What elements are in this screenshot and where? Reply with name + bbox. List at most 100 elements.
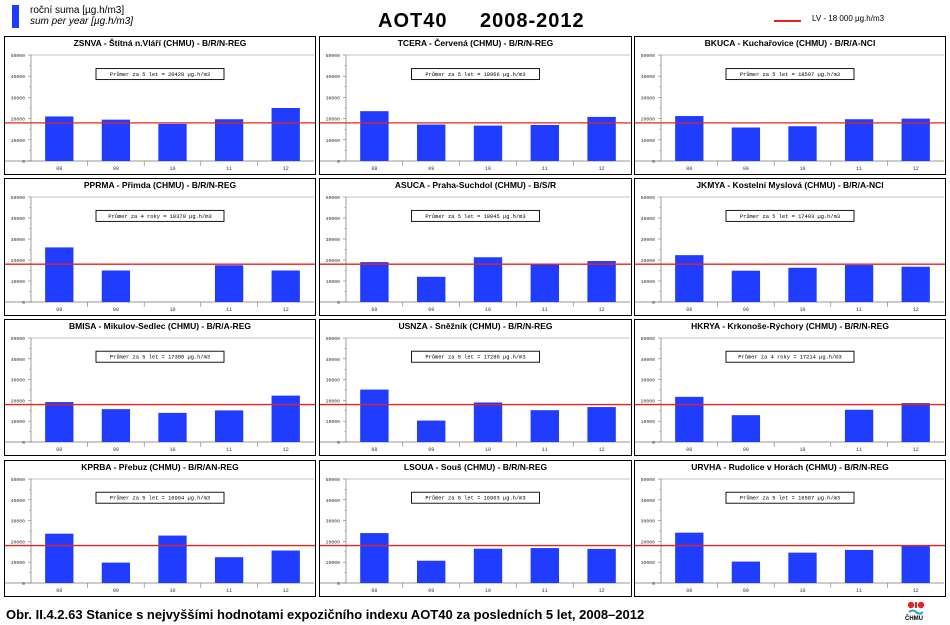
y-tick-label: 10000 bbox=[11, 138, 26, 144]
chart-title: ASUCA - Praha-Suchdol (CHMU) - B/S/R bbox=[395, 180, 556, 190]
average-box bbox=[411, 68, 540, 81]
x-tick-label: 09 bbox=[113, 588, 119, 594]
x-tick-label: 12 bbox=[283, 307, 289, 313]
y-tick-label: 10000 bbox=[641, 560, 656, 566]
x-tick-label: 11 bbox=[542, 307, 548, 313]
y-tick-label: 20000 bbox=[641, 398, 656, 404]
y-tick-label: 10000 bbox=[641, 138, 656, 144]
bar bbox=[473, 125, 503, 161]
y-tick-label: 50000 bbox=[326, 53, 341, 59]
bar bbox=[587, 116, 616, 161]
bar bbox=[45, 116, 74, 161]
y-tick-label: 0 bbox=[22, 159, 25, 165]
y-tick-label: 40000 bbox=[326, 357, 341, 363]
y-tick-label: 30000 bbox=[641, 378, 656, 384]
x-tick-label: 11 bbox=[542, 166, 548, 172]
y-tick-label: 40000 bbox=[11, 74, 26, 80]
average-box bbox=[95, 68, 225, 81]
chart-title: BMISA - Mikulov-Sedlec (CHMU) - B/R/A-RE… bbox=[69, 321, 251, 331]
legend-bar-swatch bbox=[12, 5, 19, 28]
x-tick-label: 10 bbox=[169, 588, 175, 594]
bar bbox=[788, 267, 817, 302]
bar bbox=[731, 127, 761, 161]
x-tick-label: 10 bbox=[169, 166, 175, 172]
x-tick-label: 10 bbox=[485, 447, 491, 453]
y-tick-label: 30000 bbox=[641, 237, 656, 243]
bar-chart: KPRBA - Přebuz (CHMU) - B/R/AN-REG 0 10000… bbox=[5, 462, 315, 594]
y-tick-label: 20000 bbox=[641, 539, 656, 545]
chart-panel: BMISA - Mikulov-Sedlec (CHMU) - B/R/A-RE… bbox=[4, 319, 316, 456]
x-tick-label: 09 bbox=[428, 447, 434, 453]
bar-chart: BMISA - Mikulov-Sedlec (CHMU) - B/R/A-RE… bbox=[5, 321, 315, 453]
x-tick-label: 08 bbox=[686, 588, 692, 594]
chart-title: BKUCA - Kuchařovice (CHMU) - B/R/A-NCI bbox=[705, 38, 876, 48]
y-tick-label: 20000 bbox=[326, 539, 341, 545]
average-box bbox=[725, 491, 855, 504]
bar bbox=[587, 548, 616, 583]
bar-chart: TCERA - Červená (CHMU) - B/R/N-REG 0 10000… bbox=[320, 37, 631, 172]
chart-panel: USNZA - Sněžník (CHMU) - B/R/N-REG 0 10000… bbox=[319, 319, 632, 456]
x-tick-label: 08 bbox=[371, 166, 377, 172]
y-tick-label: 0 bbox=[22, 300, 25, 306]
y-tick-label: 20000 bbox=[326, 258, 341, 264]
y-tick-label: 20000 bbox=[11, 398, 26, 404]
y-tick-label: 30000 bbox=[326, 519, 341, 525]
bar bbox=[901, 403, 930, 442]
y-tick-label: 0 bbox=[652, 300, 655, 306]
chart-title: USNZA - Sněžník (CHMU) - B/R/N-REG bbox=[398, 321, 552, 331]
y-tick-label: 30000 bbox=[11, 378, 26, 384]
x-tick-label: 10 bbox=[799, 447, 805, 453]
y-tick-label: 40000 bbox=[326, 74, 341, 80]
bar bbox=[675, 255, 704, 302]
y-tick-label: 50000 bbox=[641, 53, 656, 59]
x-tick-label: 12 bbox=[913, 588, 919, 594]
bar-chart: JKMYA - Kostelní Myslová (CHMU) - B/R/A-… bbox=[635, 180, 945, 313]
bar bbox=[214, 557, 244, 583]
bar bbox=[360, 262, 389, 302]
bar bbox=[158, 412, 187, 442]
x-tick-label: 12 bbox=[599, 447, 605, 453]
bar bbox=[360, 111, 389, 161]
bar bbox=[45, 247, 74, 302]
y-tick-label: 30000 bbox=[11, 519, 26, 525]
average-box bbox=[95, 209, 225, 222]
y-tick-label: 50000 bbox=[641, 477, 656, 483]
y-tick-label: 20000 bbox=[11, 258, 26, 264]
bar bbox=[101, 409, 131, 442]
average-label: Průmer za 5 let = 17280 µg.h/m3 bbox=[425, 354, 525, 361]
chart-panel: URVHA - Rudolice v Horách (CHMU) - B/R/N… bbox=[634, 460, 946, 597]
bar bbox=[45, 402, 74, 442]
y-tick-label: 10000 bbox=[326, 138, 341, 144]
bar bbox=[360, 389, 389, 442]
x-tick-label: 08 bbox=[686, 166, 692, 172]
y-tick-label: 40000 bbox=[326, 498, 341, 504]
bar bbox=[675, 532, 704, 583]
chart-panel: TCERA - Červená (CHMU) - B/R/N-REG 0 10000… bbox=[319, 36, 632, 175]
chart-panel: HKRYA - Krkonoše-Rýchory (CHMU) - B/R/N-… bbox=[634, 319, 946, 456]
chart-title: JKMYA - Kostelní Myslová (CHMU) - B/R/A-… bbox=[696, 180, 883, 190]
y-tick-label: 10000 bbox=[326, 419, 341, 425]
bar bbox=[473, 548, 503, 583]
x-tick-label: 10 bbox=[799, 166, 805, 172]
bar bbox=[271, 550, 300, 583]
bar bbox=[675, 396, 704, 442]
bar-chart: LSOUA - Souš (CHMU) - B/R/N-REG 0 10000 200… bbox=[320, 462, 631, 594]
y-tick-label: 40000 bbox=[11, 498, 26, 504]
bar bbox=[417, 124, 446, 161]
x-tick-label: 11 bbox=[856, 447, 862, 453]
average-label: Průmer za 4 roky = 17214 µg.h/m3 bbox=[738, 354, 842, 361]
x-tick-label: 12 bbox=[599, 307, 605, 313]
x-tick-label: 12 bbox=[913, 166, 919, 172]
bar bbox=[530, 124, 559, 161]
y-tick-label: 0 bbox=[652, 440, 655, 446]
average-label: Průmer za 5 let = 17300 µg.h/m3 bbox=[110, 354, 210, 361]
x-tick-label: 11 bbox=[226, 166, 232, 172]
x-tick-label: 08 bbox=[371, 307, 377, 313]
y-tick-label: 50000 bbox=[11, 477, 26, 483]
y-tick-label: 0 bbox=[22, 440, 25, 446]
x-tick-label: 10 bbox=[485, 588, 491, 594]
x-tick-label: 08 bbox=[686, 447, 692, 453]
bar bbox=[731, 270, 761, 302]
average-box bbox=[725, 68, 855, 81]
x-tick-label: 12 bbox=[913, 307, 919, 313]
